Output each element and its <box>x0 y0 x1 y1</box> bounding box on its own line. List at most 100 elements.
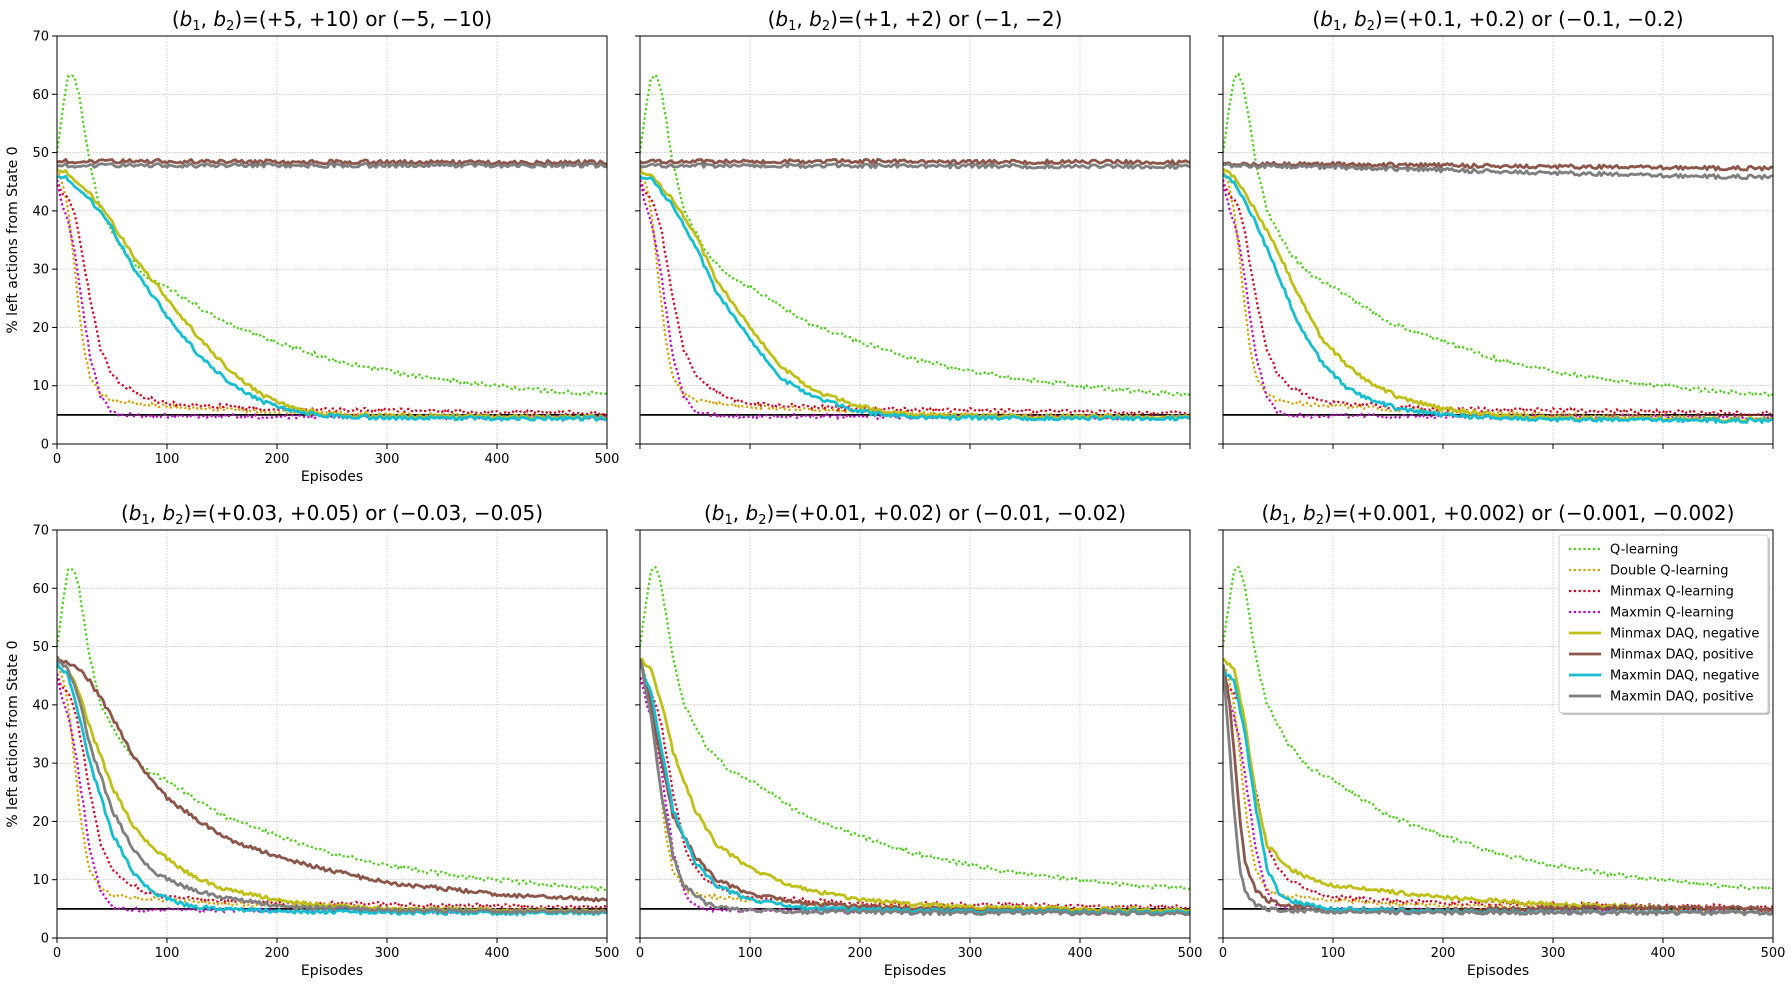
panel-5-series-minmax-daq-negative <box>640 657 1190 914</box>
panel-4-series-minmax-q-learning <box>57 673 607 910</box>
panel-1-xtick-label: 500 <box>595 452 620 467</box>
panel-1-ytick-label: 70 <box>32 30 49 45</box>
panel-3-series-maxmin-daq-positive <box>1223 162 1773 181</box>
panel-4-ytick-label: 70 <box>32 524 49 539</box>
panel-3-series-double-q-learning <box>1223 167 1773 421</box>
panel-4-ytick-label: 10 <box>32 873 49 888</box>
panel-2-series-minmax-daq-positive <box>640 158 1190 166</box>
panel-4-xlabel: Episodes <box>301 963 363 979</box>
panel-6-xtick-label: 200 <box>1431 946 1456 961</box>
panel-5-xlabel: Episodes <box>884 963 946 979</box>
panel-6-xtick-label: 0 <box>1219 946 1227 961</box>
panel-4-series-maxmin-daq-positive <box>57 655 607 915</box>
panel-6-series-q-learning <box>1223 565 1773 892</box>
panel-5-series-maxmin-daq-negative <box>640 664 1190 916</box>
panel-5-xtick-label: 400 <box>1068 946 1093 961</box>
panel-2-series-maxmin-daq-negative <box>640 174 1190 422</box>
panel-1-frame <box>56 35 608 445</box>
panel-2-series-minmax-daq-negative <box>640 169 1190 421</box>
legend-label-maxmin-q-learning: Maxmin Q-learning <box>1610 606 1734 621</box>
panel-4-ytick-label: 30 <box>32 757 49 772</box>
panel-1-xtick-label: 0 <box>53 452 61 467</box>
panel-2-series-q-learning <box>640 73 1190 397</box>
panel-1-series-minmax-daq-positive <box>57 157 607 166</box>
panel-4-series-minmax-daq-negative <box>57 655 607 915</box>
panel-5-plot-area <box>640 565 1190 917</box>
panel-3-frame <box>1222 35 1774 445</box>
panel-1-ytick-label: 20 <box>32 321 49 336</box>
panel-2-plot-area <box>640 73 1190 422</box>
panel-1-series-minmax-daq-negative <box>57 169 607 421</box>
legend-label-minmax-daq-positive: Minmax DAQ, positive <box>1610 648 1753 663</box>
panel-4-xtick-label: 400 <box>485 946 510 961</box>
panel-4-series-q-learning <box>57 567 607 892</box>
panel-1-series-maxmin-daq-positive <box>57 162 607 169</box>
panel-6-xtick-label: 100 <box>1321 946 1346 961</box>
panel-4-ytick-label: 40 <box>32 698 49 713</box>
panel-1-xtick-label: 100 <box>155 452 180 467</box>
panel-5-series-q-learning <box>640 565 1190 892</box>
panel-1-ytick-label: 40 <box>32 204 49 219</box>
panel-5-series-minmax-daq-positive <box>640 658 1190 915</box>
legend-label-minmax-daq-negative: Minmax DAQ, negative <box>1610 627 1759 642</box>
panel-5: (b1, b2)=(+0.01, +0.02) or (−0.01, −0.02… <box>635 501 1202 979</box>
panel-1: (b1, b2)=(+5, +10) or (−5, −10)0 100 200 30… <box>5 7 619 485</box>
panel-5-title: (b1, b2)=(+0.01, +0.02) or (−0.01, −0.02… <box>704 501 1126 528</box>
panel-1-ytick-label: 60 <box>32 88 49 103</box>
panel-3: (b1, b2)=(+0.1, +0.2) or (−0.1, −0.2) <box>1218 7 1774 449</box>
panel-5-series-double-q-learning <box>640 665 1190 915</box>
panel-1-xtick-label: 400 <box>485 452 510 467</box>
panel-3-title: (b1, b2)=(+0.1, +0.2) or (−0.1, −0.2) <box>1312 7 1683 34</box>
panel-4-series-maxmin-daq-negative <box>57 661 607 917</box>
panel-3-series-minmax-daq-negative <box>1223 167 1773 423</box>
panel-1-ytick-label: 50 <box>32 146 49 161</box>
panel-4-xtick-label: 100 <box>155 946 180 961</box>
panel-1-title: (b1, b2)=(+5, +10) or (−5, −10) <box>172 7 492 34</box>
panel-1-xtick-label: 200 <box>265 452 290 467</box>
panel-4-ytick-label: 0 <box>41 932 49 947</box>
panel-1-series-minmax-q-learning <box>57 179 607 417</box>
panel-1-series-q-learning <box>57 74 607 397</box>
panel-3-series-maxmin-daq-negative <box>1223 173 1773 424</box>
panel-4-ylabel: % left actions from State 0 <box>5 640 21 827</box>
panel-4-xtick-label: 0 <box>53 946 61 961</box>
panel-2-series-maxmin-daq-positive <box>640 162 1190 170</box>
panel-4-series-minmax-daq-positive <box>57 655 607 903</box>
panel-6: (b1, b2)=(+0.001, +0.002) or (−0.001, −0… <box>1218 501 1785 979</box>
panel-3-series-minmax-q-learning <box>1223 179 1773 417</box>
panel-6-series-minmax-q-learning <box>1223 676 1773 911</box>
panel-1-xlabel: Episodes <box>301 469 363 485</box>
panel-6-xtick-label: 500 <box>1761 946 1786 961</box>
legend-label-double-q-learning: Double Q-learning <box>1610 564 1729 579</box>
panel-4-ytick-label: 20 <box>32 815 49 830</box>
panel-4-ytick-label: 60 <box>32 582 49 597</box>
panel-6-xlabel: Episodes <box>1467 963 1529 979</box>
panel-1-series-double-q-learning <box>57 167 607 421</box>
panel-1-ylabel: % left actions from State 0 <box>5 146 21 333</box>
panel-4-series-maxmin-q-learning <box>57 673 607 915</box>
panel-4-ytick-label: 50 <box>32 640 49 655</box>
panel-1-ytick-label: 0 <box>41 438 49 453</box>
panel-2-title: (b1, b2)=(+1, +2) or (−1, −2) <box>768 7 1063 34</box>
legend-box <box>1558 534 1769 714</box>
panel-5-xtick-label: 300 <box>958 946 983 961</box>
panel-4-frame <box>56 529 608 939</box>
panel-1-series-maxmin-daq-negative <box>57 174 607 422</box>
panel-6-plot-area <box>1223 565 1773 917</box>
panel-6-frame <box>1222 529 1774 939</box>
panel-4-xtick-label: 200 <box>265 946 290 961</box>
panel-4-xtick-label: 500 <box>595 946 620 961</box>
panel-1-ytick-label: 10 <box>32 379 49 394</box>
panel-4-plot-area <box>57 567 607 917</box>
panel-3-plot-area <box>1223 72 1773 424</box>
panel-6-xtick-label: 300 <box>1541 946 1566 961</box>
panel-5-frame <box>639 529 1191 939</box>
panel-2-frame <box>639 35 1191 445</box>
panel-5-series-minmax-q-learning <box>640 676 1190 910</box>
legend-label-q-learning: Q-learning <box>1610 543 1678 558</box>
panel-2: (b1, b2)=(+1, +2) or (−1, −2) <box>635 7 1191 449</box>
legend-label-maxmin-daq-positive: Maxmin DAQ, positive <box>1610 690 1753 705</box>
panel-5-xtick-label: 200 <box>848 946 873 961</box>
panel-6-xtick-label: 400 <box>1651 946 1676 961</box>
